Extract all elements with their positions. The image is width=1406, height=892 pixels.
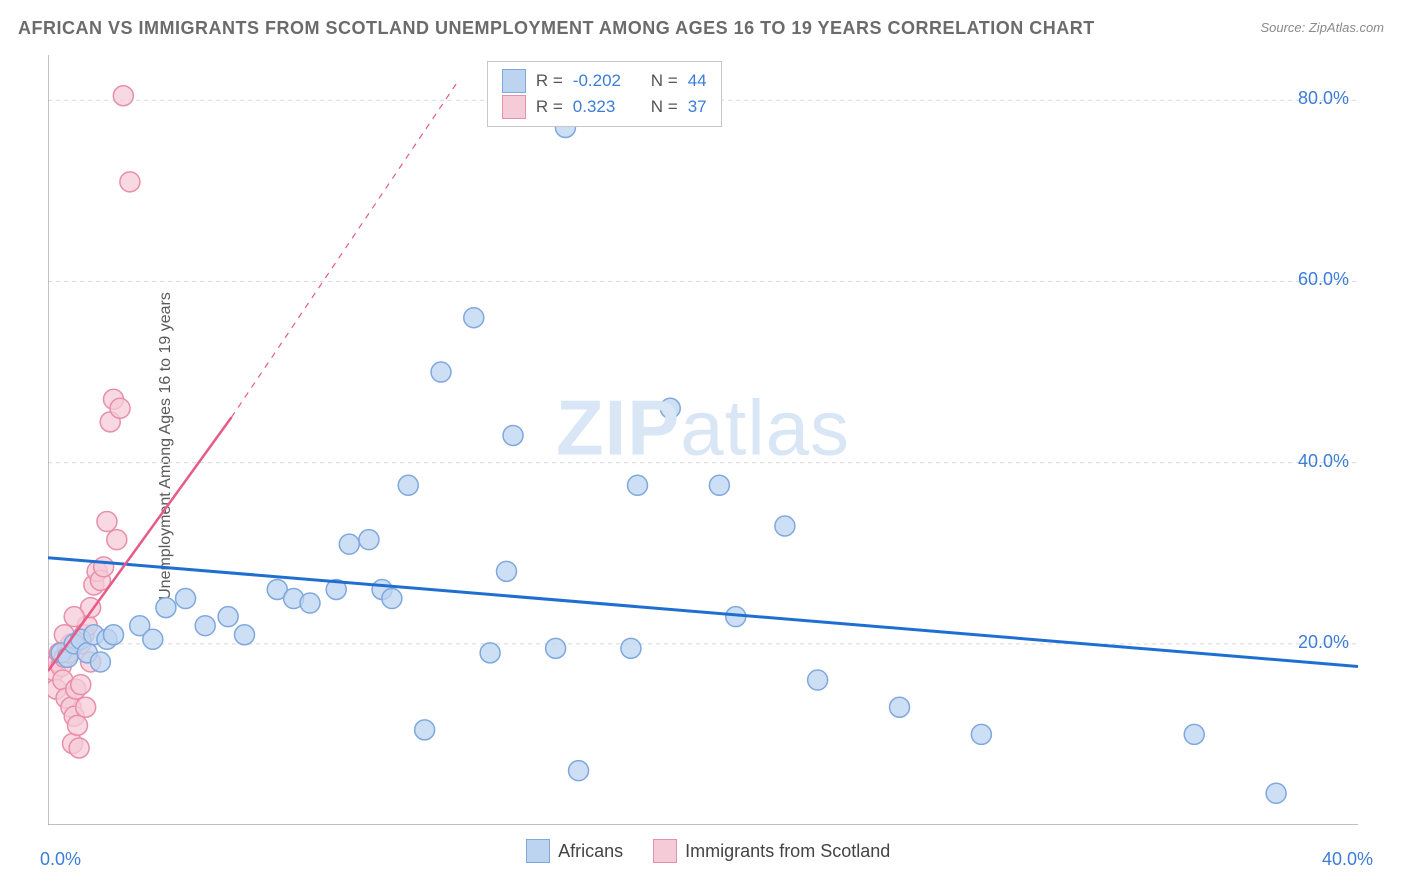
- x-axis-tick-label: 0.0%: [40, 849, 81, 870]
- y-axis-tick-label: 60.0%: [1298, 269, 1349, 290]
- legend-item: Africans: [526, 839, 623, 863]
- stats-legend-box: R =-0.202N =44R = 0.323N =37: [487, 61, 722, 127]
- y-axis-tick-label: 40.0%: [1298, 451, 1349, 472]
- series-swatch: [653, 839, 677, 863]
- legend-item: Immigrants from Scotland: [653, 839, 890, 863]
- chart-title: AFRICAN VS IMMIGRANTS FROM SCOTLAND UNEM…: [18, 18, 1095, 39]
- y-axis-tick-label: 80.0%: [1298, 88, 1349, 109]
- series-swatch: [526, 839, 550, 863]
- series-legend: Africans Immigrants from Scotland: [526, 839, 890, 863]
- x-axis-tick-label: 40.0%: [1322, 849, 1373, 870]
- series-swatch: [502, 95, 526, 119]
- source-label: Source: ZipAtlas.com: [1260, 20, 1384, 35]
- series-swatch: [502, 69, 526, 93]
- y-axis-tick-label: 20.0%: [1298, 632, 1349, 653]
- scatter-plot: [48, 55, 1358, 825]
- chart-container: AFRICAN VS IMMIGRANTS FROM SCOTLAND UNEM…: [0, 0, 1406, 892]
